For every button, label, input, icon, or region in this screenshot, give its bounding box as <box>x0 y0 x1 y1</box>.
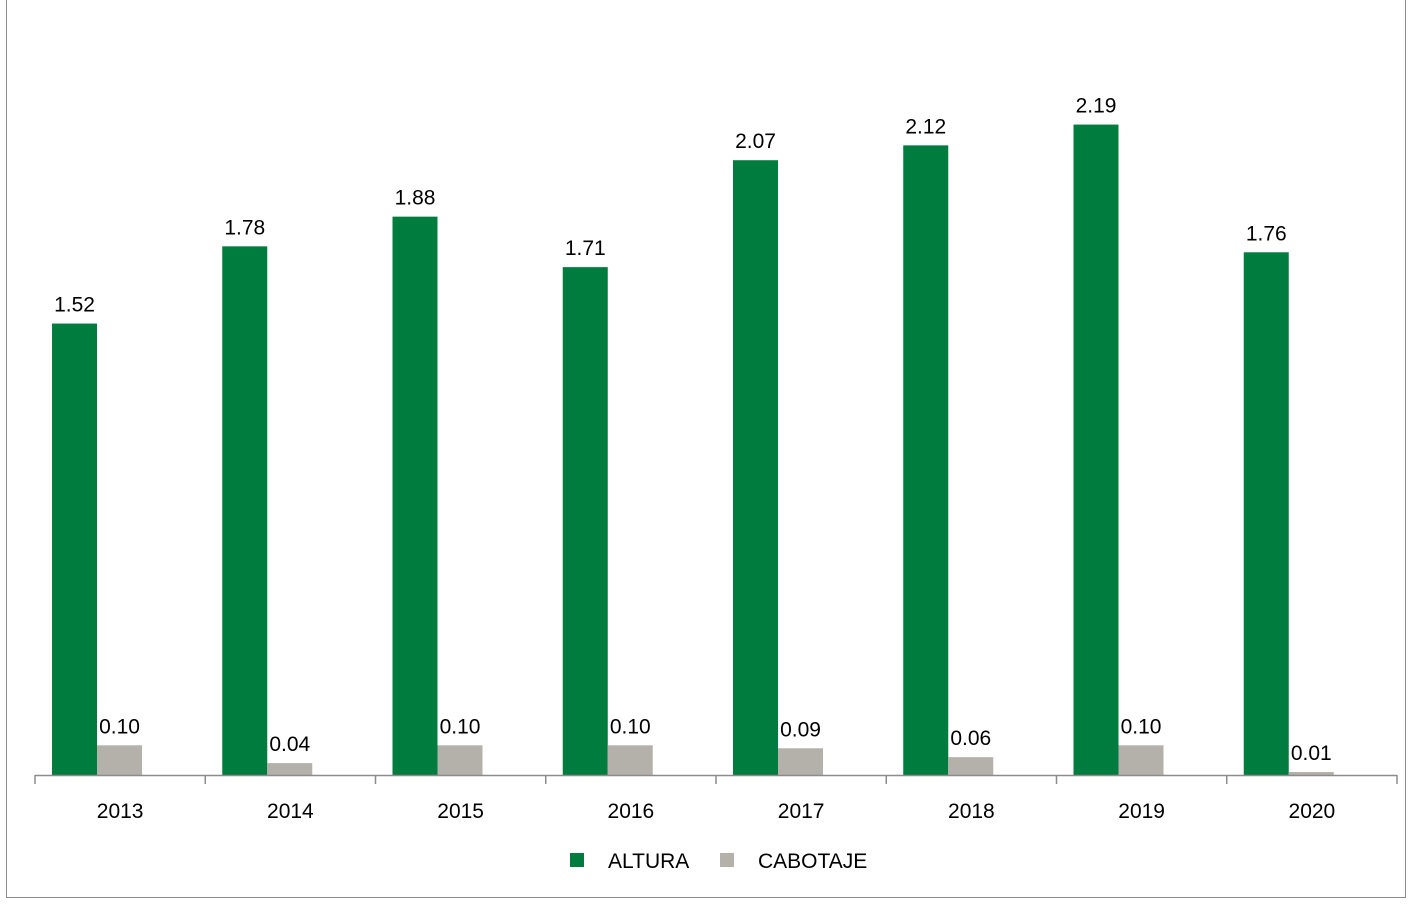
value-label-altura-2019: 2.19 <box>1076 95 1117 118</box>
x-tick-label-2018: 2018 <box>948 800 995 823</box>
value-label-cabotaje-2018: 0.06 <box>950 727 991 750</box>
x-axis: 2013 2014 2015 2016 2017 2018 2019 2020 <box>34 774 1398 823</box>
legend: ALTURA CABOTAJE <box>570 850 867 873</box>
bar-cabotaje-2020 <box>1288 772 1334 775</box>
value-label-cabotaje-2019: 0.10 <box>1121 715 1162 738</box>
value-label-altura-2018: 2.12 <box>905 115 946 138</box>
value-label-altura-2013: 1.52 <box>54 294 95 317</box>
legend-label-cabotaje: CABOTAJE <box>758 850 867 873</box>
bar-cabotaje-2015 <box>437 745 483 775</box>
x-tick-label-2017: 2017 <box>778 800 825 823</box>
bar-cabotaje-2019 <box>1118 745 1164 775</box>
value-label-cabotaje-2014: 0.04 <box>269 733 310 756</box>
value-label-cabotaje-2016: 0.10 <box>610 715 651 738</box>
x-tick-label-2014: 2014 <box>267 800 314 823</box>
legend-label-altura: ALTURA <box>608 850 689 873</box>
value-label-altura-2016: 1.71 <box>565 237 606 260</box>
value-label-altura-2015: 1.88 <box>395 187 436 210</box>
legend-swatch-altura <box>570 853 584 867</box>
bar-altura-2018 <box>903 145 949 776</box>
bar-cabotaje-2017 <box>778 748 823 775</box>
legend-swatch-cabotaje <box>720 853 734 867</box>
bar-altura-2016 <box>562 267 608 775</box>
value-labels-group: 1.52 0.10 1.78 0.04 1.88 0.10 1.71 0.10 2.07 0.09… <box>54 95 1332 765</box>
bar-altura-2020 <box>1243 252 1289 775</box>
value-label-cabotaje-2015: 0.10 <box>440 715 481 738</box>
bar-altura-2013 <box>52 323 97 775</box>
bar-altura-2017 <box>733 160 778 775</box>
x-tick-label-2019: 2019 <box>1118 800 1165 823</box>
bar-cabotaje-2016 <box>607 745 653 775</box>
x-tick-label-2020: 2020 <box>1289 800 1336 823</box>
bar-altura-2015 <box>392 216 438 775</box>
x-tick-label-2015: 2015 <box>437 800 484 823</box>
x-tick-label-2013: 2013 <box>97 800 144 823</box>
bars-group <box>52 124 1334 776</box>
x-tick-label-2016: 2016 <box>608 800 655 823</box>
value-label-cabotaje-2017: 0.09 <box>780 718 821 741</box>
value-label-cabotaje-2020: 0.01 <box>1291 742 1332 765</box>
value-label-altura-2020: 1.76 <box>1246 222 1287 245</box>
bar-altura-2014 <box>222 246 268 776</box>
bar-cabotaje-2013 <box>97 745 142 775</box>
bar-altura-2019 <box>1073 124 1119 775</box>
value-label-altura-2014: 1.78 <box>224 216 265 239</box>
bar-cabotaje-2018 <box>948 757 994 775</box>
bar-cabotaje-2014 <box>267 763 313 775</box>
value-label-cabotaje-2013: 0.10 <box>99 715 140 738</box>
value-label-altura-2017: 2.07 <box>735 130 776 153</box>
